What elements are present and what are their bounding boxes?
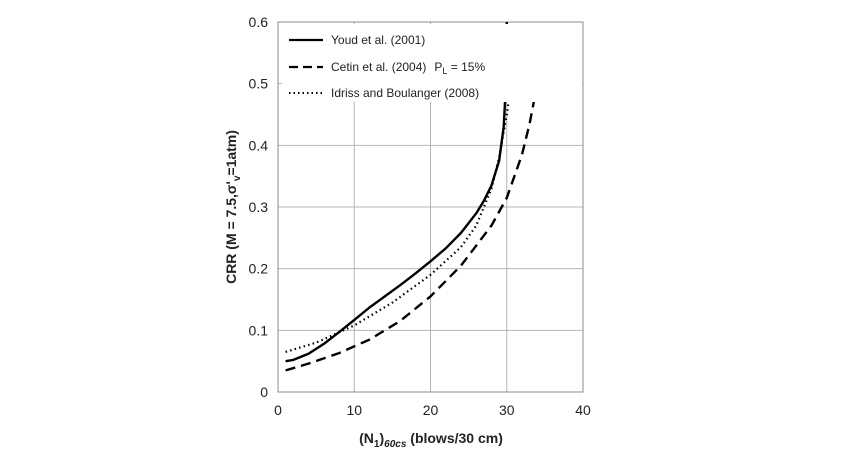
x-tick-label: 10 [346, 402, 362, 418]
y-tick-label: 0.3 [249, 199, 269, 215]
series-lines [285, 21, 547, 372]
y-tick-label: 0.6 [249, 14, 269, 30]
legend-label-youd: Youd et al. (2001) [331, 33, 425, 47]
x-tick-label: 40 [575, 402, 591, 418]
plot-frame [277, 21, 584, 393]
y-tick-label: 0 [260, 384, 268, 400]
y-tick-label: 0.2 [249, 261, 269, 277]
x-axis-title: (N1)60cs (blows/30 cm) [359, 430, 503, 450]
legend-label-cetin: Cetin et al. (2004) PL = 15% [331, 60, 485, 76]
x-tick-label: 30 [499, 402, 515, 418]
x-tick-label: 0 [274, 402, 282, 418]
y-tick-label: 0.1 [249, 322, 269, 338]
y-tick-label: 0.5 [249, 76, 269, 92]
tick-labels: 0 10 20 30 40 0 0.1 0.2 0.3 0.4 0.5 0.6 [249, 14, 591, 418]
y-axis-title: CRR (M = 7.5,σ'v=1atm) [223, 130, 243, 284]
legend: Youd et al. (2001) Cetin et al. (2004) PL… [282, 24, 582, 102]
legend-label-idriss: Idriss and Boulanger (2008) [331, 86, 479, 100]
x-tick-label: 20 [423, 402, 439, 418]
series-line-cetin-et-al-2004 [285, 31, 547, 372]
y-tick-label: 0.4 [249, 137, 269, 153]
